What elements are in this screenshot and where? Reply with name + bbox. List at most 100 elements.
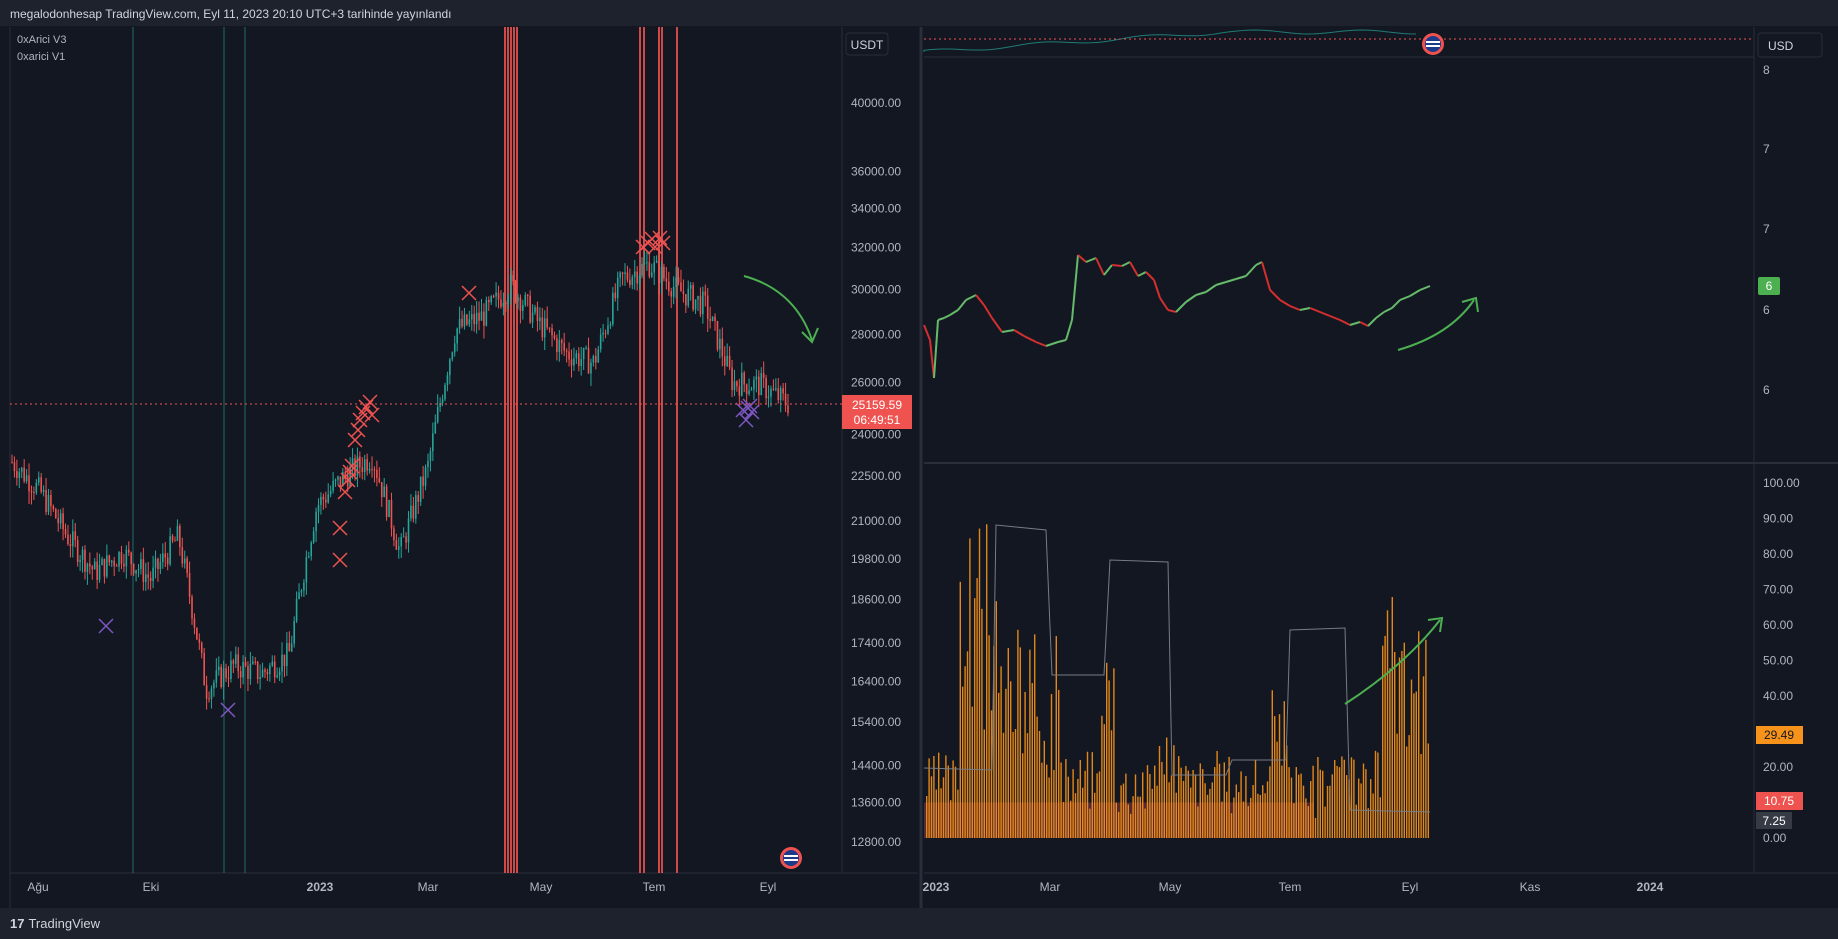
candle-body <box>670 291 673 297</box>
indicator-legend-1[interactable]: 0xArici V3 <box>17 34 67 46</box>
right-x-tick: May <box>1159 880 1182 894</box>
top-bar: megalodonhesap TradingView.com, Eyl 11, … <box>0 0 1838 26</box>
left-x-tick: Eyl <box>760 880 777 894</box>
candle-body <box>118 552 120 567</box>
candle-body <box>492 296 495 298</box>
left-y-tick: 19800.00 <box>851 552 901 566</box>
candle-body <box>385 486 388 517</box>
orange-bar <box>1264 793 1266 838</box>
usd-label: USD <box>1768 39 1794 53</box>
candle-body <box>692 285 694 310</box>
orange-bar <box>1331 774 1333 838</box>
candle-body <box>573 358 575 366</box>
candle-body <box>286 642 288 667</box>
orange-bar <box>1425 639 1427 838</box>
right-bottom-y-tick: 20.00 <box>1763 760 1793 774</box>
candle-body <box>446 375 449 385</box>
orange-bar <box>1089 808 1091 838</box>
orange-bar <box>1235 784 1237 838</box>
candle-body <box>152 567 154 582</box>
candle-body <box>142 559 145 582</box>
orange-bar <box>1242 801 1245 838</box>
candle-body <box>432 433 434 452</box>
orange-bar <box>1250 797 1252 838</box>
candle-body <box>18 471 21 478</box>
candle-body <box>174 540 176 542</box>
orange-bar <box>1300 773 1302 838</box>
candle-body <box>668 281 670 292</box>
left-panel-bg <box>0 27 920 908</box>
us-flag-icon[interactable] <box>780 847 802 869</box>
orange-bar <box>938 752 940 838</box>
candle-body <box>208 698 210 700</box>
candle-body <box>123 563 125 567</box>
line-segment <box>933 319 939 379</box>
orange-bar <box>1036 716 1038 838</box>
candle-body <box>505 303 507 305</box>
orange-bar <box>954 766 957 838</box>
usdt-label-box[interactable] <box>845 32 889 56</box>
candle-body <box>125 549 128 567</box>
orange-bar <box>1372 793 1374 838</box>
orange-bar <box>1386 610 1389 838</box>
candle-body <box>368 468 371 471</box>
us-flag-icon[interactable] <box>1422 33 1444 55</box>
candle-body <box>249 663 252 679</box>
candle-body <box>327 494 330 503</box>
candle-body <box>366 459 368 471</box>
orange-bar <box>1031 683 1033 838</box>
line-segment <box>949 309 959 316</box>
orange-bar <box>1278 714 1281 838</box>
left-y-tick: 22500.00 <box>851 469 901 483</box>
candle-body <box>702 291 704 315</box>
candle-body <box>711 316 714 321</box>
orange-bar <box>1310 780 1312 838</box>
candle-body <box>580 359 583 367</box>
candle-body <box>264 669 266 672</box>
candle-body <box>252 661 254 664</box>
candle-body <box>412 505 415 519</box>
candle-body <box>349 466 351 487</box>
orange-bar <box>1002 732 1005 838</box>
line-segment <box>1129 261 1139 277</box>
line-segment <box>1145 271 1155 281</box>
usd-label-box[interactable] <box>1757 32 1823 58</box>
orange-bar <box>1084 770 1086 838</box>
candle-body <box>98 564 101 580</box>
candle-body <box>62 513 64 530</box>
candle-body <box>405 536 407 543</box>
red-x-marker <box>647 239 663 255</box>
candle-body <box>765 378 767 399</box>
orange-bar <box>1158 746 1161 838</box>
purple-x-marker <box>738 412 754 428</box>
candle-body <box>441 399 444 403</box>
candle-body <box>714 316 716 322</box>
candle-body <box>599 334 602 350</box>
candle-body <box>25 475 28 482</box>
orange-bar <box>950 800 952 838</box>
candle-body <box>704 291 707 296</box>
candle-body <box>466 314 468 325</box>
candle-body <box>28 475 30 492</box>
candle-body <box>784 393 787 406</box>
candle-body <box>422 476 424 486</box>
candle-body <box>548 327 551 329</box>
orange-bar <box>1336 765 1338 838</box>
candle-body <box>120 552 123 564</box>
right-top-y-tick: 8 <box>1763 63 1770 77</box>
line-segment <box>943 314 951 319</box>
signal-markers <box>98 230 760 718</box>
right-top-y-tick: 7 <box>1763 222 1770 236</box>
up-arrow-curve <box>1397 299 1475 351</box>
candle-body <box>782 388 784 394</box>
orange-bar <box>962 686 964 838</box>
candle-body <box>772 388 775 390</box>
line-segment <box>1255 261 1263 266</box>
orange-bar <box>1334 760 1336 838</box>
tradingview-logo[interactable]: 17 TradingView <box>10 916 100 931</box>
indicator-legend-2[interactable]: 0xarici V1 <box>17 51 66 63</box>
candle-body <box>655 260 658 263</box>
candle-body <box>390 500 393 529</box>
candle-body <box>198 639 201 643</box>
orange-bar <box>1180 767 1182 838</box>
